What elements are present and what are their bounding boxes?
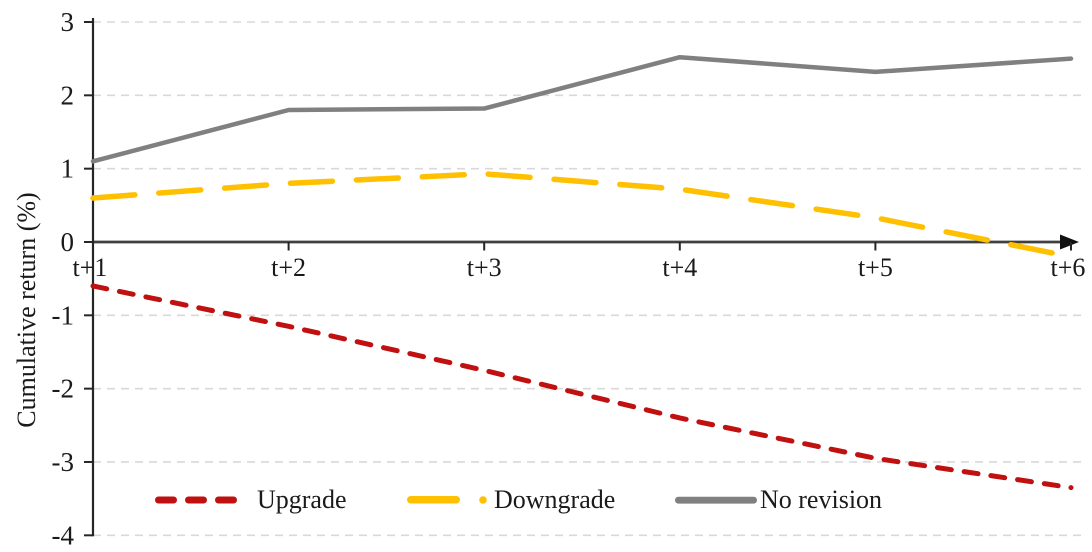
legend-item-upgrade: Upgrade	[155, 485, 347, 514]
upgrade-dashed-line-icon	[155, 496, 237, 504]
y-tick-label: -1	[52, 300, 75, 330]
x-tick-label: t+4	[662, 253, 697, 282]
x-tick-label: t+6	[1051, 253, 1086, 282]
series-upgrade-line	[90, 283, 1074, 491]
y-tick-label: 3	[61, 7, 75, 37]
no-revision-solid-line-icon	[675, 496, 757, 504]
legend-label-downgrade: Downgrade	[494, 485, 616, 514]
y-axis-title: Cumulative return (%)	[12, 192, 41, 428]
x-tick-label: t+5	[858, 253, 893, 282]
legend-label-upgrade: Upgrade	[257, 485, 347, 514]
y-tick-label: 2	[61, 80, 75, 110]
y-tick-label: -4	[52, 520, 75, 550]
y-tick-label: -2	[52, 374, 75, 404]
y-tick-label: 1	[61, 154, 75, 184]
x-tick-label: t+1	[73, 253, 108, 282]
axis-arrow-icon	[1060, 234, 1079, 250]
x-tick-label: t+3	[467, 253, 502, 282]
series-downgrade-line	[90, 171, 1074, 260]
y-tick-label: 0	[61, 227, 75, 257]
legend-item-no-revision: No revision	[675, 485, 883, 514]
downgrade-dash-dot-line-icon	[407, 496, 487, 504]
series-no-revision-line	[90, 54, 1074, 164]
legend-label-no-revision: No revision	[760, 485, 883, 514]
y-tick-label: -3	[52, 447, 75, 477]
x-tick-label: t+2	[271, 253, 306, 282]
legend-item-downgrade: Downgrade	[407, 485, 616, 514]
